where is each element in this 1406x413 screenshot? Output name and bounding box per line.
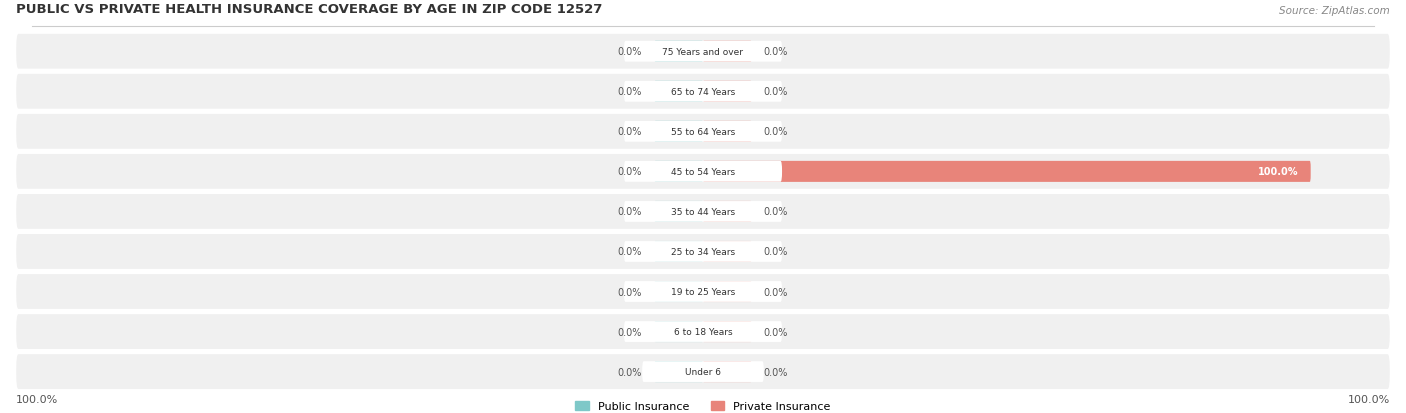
FancyBboxPatch shape bbox=[624, 82, 782, 102]
FancyBboxPatch shape bbox=[703, 161, 1310, 183]
FancyBboxPatch shape bbox=[17, 115, 1389, 150]
FancyBboxPatch shape bbox=[703, 121, 752, 142]
Text: 65 to 74 Years: 65 to 74 Years bbox=[671, 88, 735, 97]
Text: 0.0%: 0.0% bbox=[617, 87, 643, 97]
FancyBboxPatch shape bbox=[624, 281, 782, 302]
Text: 100.0%: 100.0% bbox=[17, 394, 59, 404]
Text: 55 to 64 Years: 55 to 64 Years bbox=[671, 128, 735, 136]
FancyBboxPatch shape bbox=[17, 195, 1389, 229]
FancyBboxPatch shape bbox=[703, 361, 752, 382]
Text: 0.0%: 0.0% bbox=[763, 127, 789, 137]
Text: 0.0%: 0.0% bbox=[763, 247, 789, 257]
FancyBboxPatch shape bbox=[17, 35, 1389, 69]
Text: 45 to 54 Years: 45 to 54 Years bbox=[671, 167, 735, 176]
Text: 0.0%: 0.0% bbox=[763, 367, 789, 377]
FancyBboxPatch shape bbox=[654, 241, 703, 262]
Text: Source: ZipAtlas.com: Source: ZipAtlas.com bbox=[1279, 6, 1389, 16]
FancyBboxPatch shape bbox=[17, 75, 1389, 109]
FancyBboxPatch shape bbox=[17, 154, 1389, 189]
Text: 0.0%: 0.0% bbox=[617, 167, 643, 177]
Text: 0.0%: 0.0% bbox=[763, 207, 789, 217]
Text: 0.0%: 0.0% bbox=[617, 127, 643, 137]
FancyBboxPatch shape bbox=[624, 122, 782, 142]
Text: 6 to 18 Years: 6 to 18 Years bbox=[673, 327, 733, 336]
FancyBboxPatch shape bbox=[654, 121, 703, 142]
Text: 0.0%: 0.0% bbox=[763, 87, 789, 97]
Text: 0.0%: 0.0% bbox=[617, 207, 643, 217]
FancyBboxPatch shape bbox=[624, 161, 782, 182]
FancyBboxPatch shape bbox=[624, 202, 782, 222]
FancyBboxPatch shape bbox=[703, 241, 752, 262]
Text: 0.0%: 0.0% bbox=[617, 327, 643, 337]
FancyBboxPatch shape bbox=[17, 274, 1389, 309]
FancyBboxPatch shape bbox=[703, 202, 752, 222]
FancyBboxPatch shape bbox=[654, 82, 703, 102]
Text: 35 to 44 Years: 35 to 44 Years bbox=[671, 207, 735, 216]
FancyBboxPatch shape bbox=[703, 42, 752, 63]
Text: 19 to 25 Years: 19 to 25 Years bbox=[671, 287, 735, 296]
Text: 75 Years and over: 75 Years and over bbox=[662, 47, 744, 57]
FancyBboxPatch shape bbox=[17, 235, 1389, 269]
FancyBboxPatch shape bbox=[17, 354, 1389, 389]
Text: 0.0%: 0.0% bbox=[763, 327, 789, 337]
FancyBboxPatch shape bbox=[654, 361, 703, 382]
FancyBboxPatch shape bbox=[643, 361, 763, 382]
FancyBboxPatch shape bbox=[654, 161, 703, 183]
FancyBboxPatch shape bbox=[703, 281, 752, 302]
FancyBboxPatch shape bbox=[703, 82, 752, 102]
Text: 0.0%: 0.0% bbox=[617, 367, 643, 377]
Text: 100.0%: 100.0% bbox=[1258, 167, 1299, 177]
Text: 25 to 34 Years: 25 to 34 Years bbox=[671, 247, 735, 256]
Text: 0.0%: 0.0% bbox=[617, 287, 643, 297]
Text: 0.0%: 0.0% bbox=[763, 287, 789, 297]
Text: Under 6: Under 6 bbox=[685, 367, 721, 376]
Legend: Public Insurance, Private Insurance: Public Insurance, Private Insurance bbox=[575, 401, 831, 411]
Text: 0.0%: 0.0% bbox=[763, 47, 789, 57]
Text: 0.0%: 0.0% bbox=[617, 47, 643, 57]
FancyBboxPatch shape bbox=[703, 321, 752, 342]
FancyBboxPatch shape bbox=[654, 321, 703, 342]
FancyBboxPatch shape bbox=[654, 281, 703, 302]
FancyBboxPatch shape bbox=[17, 314, 1389, 349]
FancyBboxPatch shape bbox=[654, 202, 703, 222]
FancyBboxPatch shape bbox=[624, 42, 782, 62]
Text: PUBLIC VS PRIVATE HEALTH INSURANCE COVERAGE BY AGE IN ZIP CODE 12527: PUBLIC VS PRIVATE HEALTH INSURANCE COVER… bbox=[17, 3, 603, 16]
FancyBboxPatch shape bbox=[624, 321, 782, 342]
Text: 0.0%: 0.0% bbox=[617, 247, 643, 257]
FancyBboxPatch shape bbox=[624, 242, 782, 262]
FancyBboxPatch shape bbox=[654, 42, 703, 63]
Text: 100.0%: 100.0% bbox=[1347, 394, 1389, 404]
